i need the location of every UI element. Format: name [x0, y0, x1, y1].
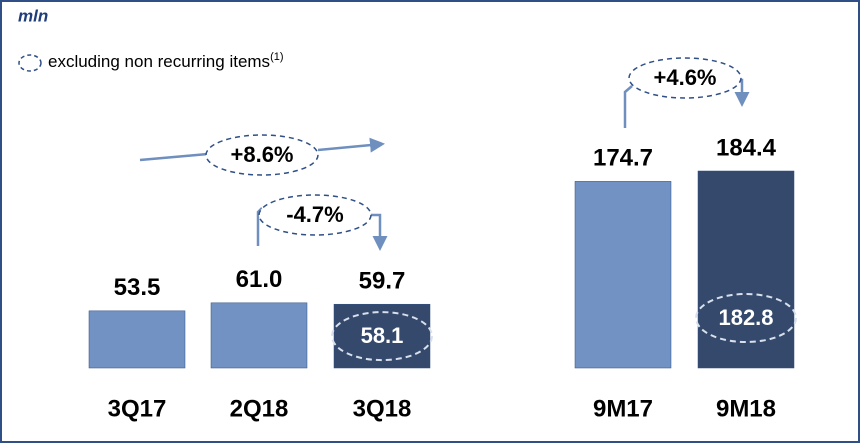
bar	[88, 310, 186, 369]
adjusted-label: 182.8	[718, 305, 773, 330]
growth-label: +4.6%	[654, 65, 717, 90]
bar	[574, 181, 672, 369]
value-label: 59.7	[359, 268, 406, 295]
value-label: 53.5	[114, 274, 161, 301]
category-label: 9M18	[716, 395, 776, 422]
value-label: 184.4	[716, 134, 777, 161]
growth-ellipse	[205, 134, 319, 176]
value-label: 174.7	[593, 145, 653, 172]
adjusted-ellipse	[331, 311, 433, 362]
unit-label: mln	[18, 6, 48, 25]
bar	[697, 170, 795, 369]
bar	[333, 303, 431, 369]
bar	[210, 302, 308, 369]
growth-label: +8.6%	[231, 142, 294, 167]
arrows	[139, 78, 750, 251]
growth-ellipse	[258, 194, 372, 236]
growth-label: -4.7%	[286, 202, 343, 227]
adjusted-label: 58.1	[361, 323, 404, 348]
category-label: 3Q17	[108, 395, 167, 422]
growth-ellipse	[628, 57, 742, 99]
category-label: 2Q18	[230, 395, 289, 422]
legend-icon	[18, 54, 42, 72]
value-label: 61.0	[236, 266, 283, 293]
category-label: 9M17	[593, 395, 653, 422]
legend-text: excluding non recurring items(1)	[48, 51, 284, 72]
category-label: 3Q18	[353, 395, 412, 422]
adjusted-ellipse	[695, 293, 797, 343]
